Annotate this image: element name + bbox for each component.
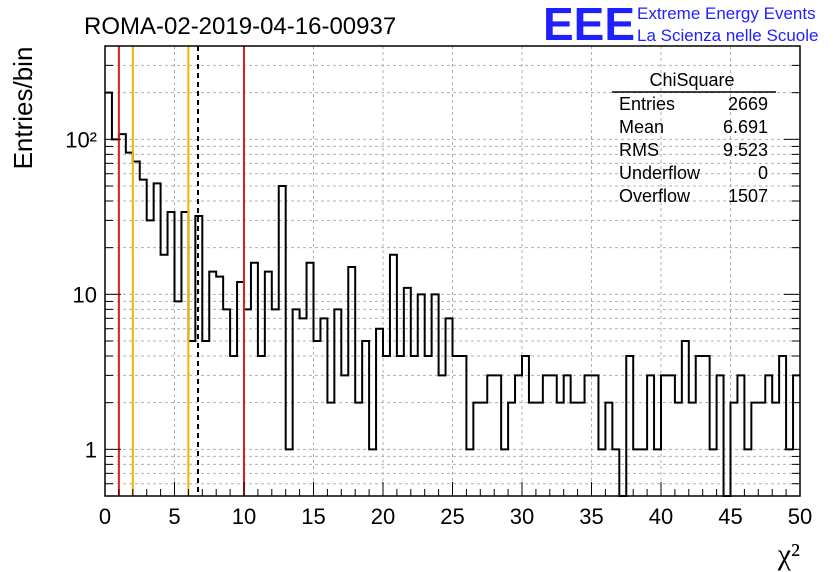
- x-axis-tick-label: 0: [99, 504, 111, 529]
- x-axis-tick-label: 5: [168, 504, 180, 529]
- histogram-series: [105, 91, 800, 497]
- x-axis-tick-labels: 0 5 10 15 20 25 30 35 40 45 50: [99, 504, 812, 529]
- y-axis-tick-label: 1: [85, 437, 97, 462]
- stats-row-label: Overflow: [619, 186, 691, 206]
- eee-logo: EEE Extreme Energy Events La Scienza nel…: [543, 0, 818, 50]
- reference-lines: [117, 46, 245, 496]
- stats-row-value: 6.691: [723, 117, 768, 137]
- stats-row-value: 0: [758, 163, 768, 183]
- y-axis-tick-label: 10: [73, 282, 97, 307]
- x-axis-tick-label: 45: [718, 504, 742, 529]
- x-axis-tick-label: 30: [510, 504, 534, 529]
- x-axis-tick-label: 20: [371, 504, 395, 529]
- stats-box-title: ChiSquare: [649, 70, 734, 90]
- x-axis-tick-label: 50: [788, 504, 812, 529]
- stats-row-label: Mean: [619, 117, 664, 137]
- x-axis-tick-label: 10: [232, 504, 256, 529]
- y-axis-label: Entries/bin: [8, 47, 38, 170]
- histogram-outline: [105, 91, 800, 497]
- axes: [104, 45, 801, 497]
- stats-row-value: 9.523: [723, 140, 768, 160]
- stats-row-label: Entries: [619, 94, 675, 114]
- logo-eee-text: EEE: [543, 0, 635, 50]
- stats-row-value: 2669: [728, 94, 768, 114]
- stats-row-label: RMS: [619, 140, 659, 160]
- x-axis-tick-label: 15: [301, 504, 325, 529]
- y-axis-tick-label: 10²: [65, 127, 97, 152]
- stats-box-rows: Entries 2669 Mean 6.691 RMS 9.523 Underflow 0 Ov…: [619, 94, 768, 206]
- x-axis-tick-label: 25: [440, 504, 464, 529]
- stats-box: ChiSquare Entries 2669 Mean 6.691 RMS 9.523 Un…: [612, 70, 776, 206]
- y-axis-tick-labels: 1 10 10²: [65, 127, 97, 462]
- stats-row-label: Underflow: [619, 163, 701, 183]
- x-axis-label: χ²: [777, 538, 800, 571]
- x-axis-tick-label: 40: [649, 504, 673, 529]
- logo-line-2: La Scienza nelle Scuole: [637, 26, 818, 45]
- logo-line-1: Extreme Energy Events: [637, 4, 816, 23]
- x-axis-tick-label: 35: [579, 504, 603, 529]
- chart-title: ROMA-02-2019-04-16-00937: [84, 13, 396, 40]
- stats-row-value: 1507: [728, 186, 768, 206]
